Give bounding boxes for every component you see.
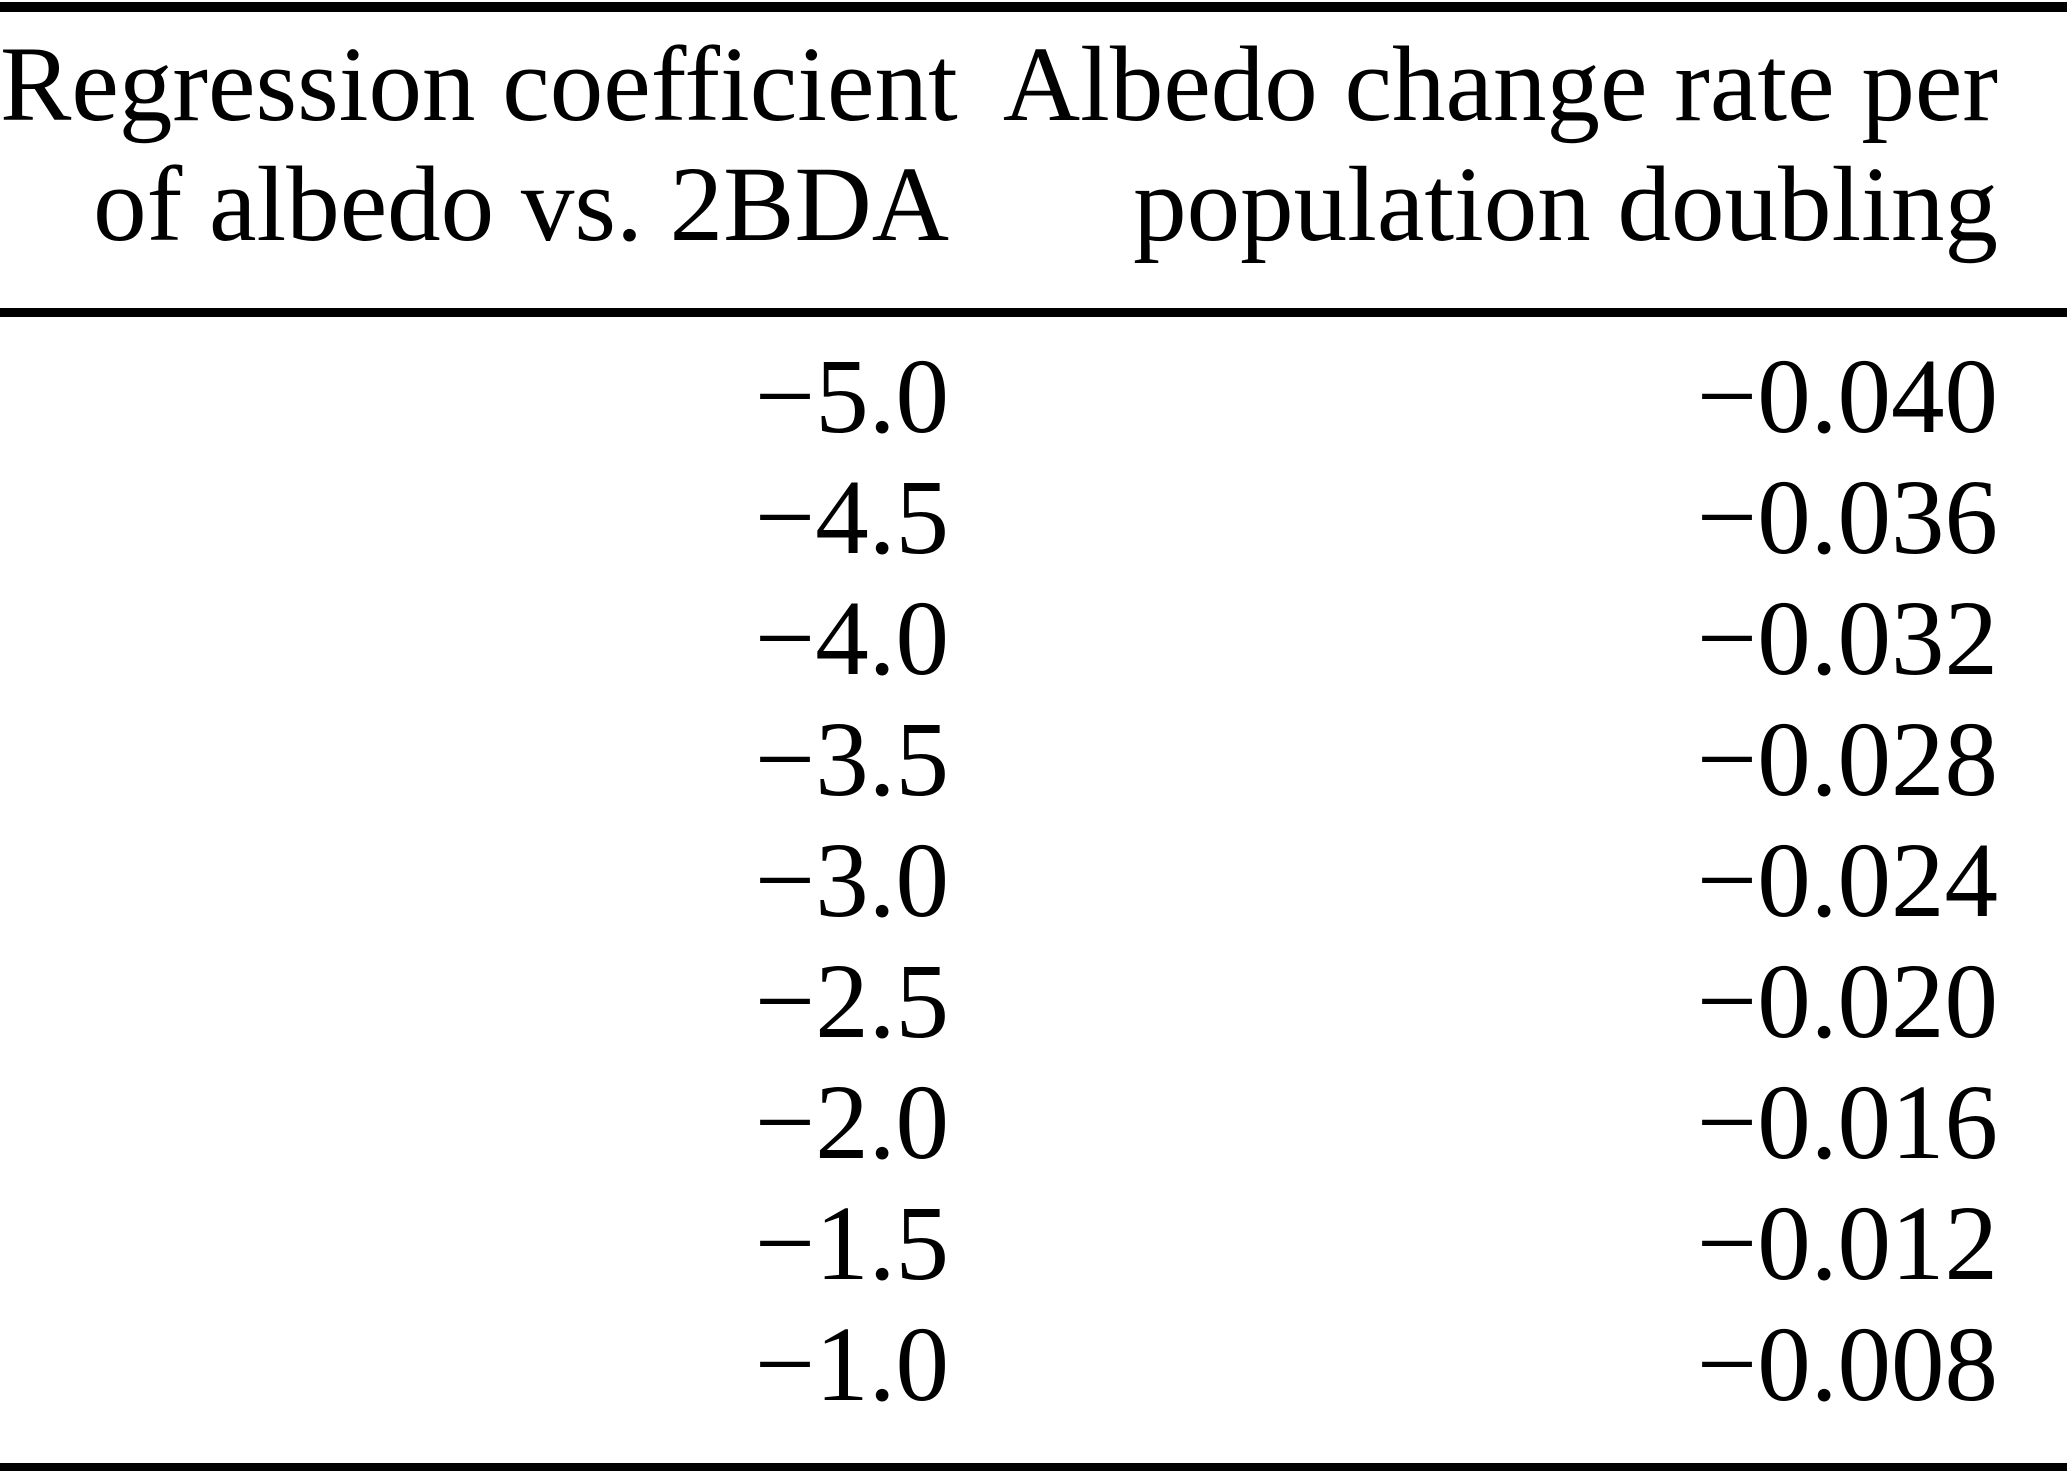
rate-cell: −0.020	[1696, 943, 1998, 1061]
coef-cell: −1.5	[754, 1185, 949, 1303]
rate-cell: −0.012	[1696, 1185, 1998, 1303]
table-row: −3.0 −0.024	[0, 821, 2067, 942]
rate-cell: −0.040	[1696, 338, 1998, 456]
rate-cell: −0.008	[1696, 1306, 1998, 1424]
bottom-rule	[0, 1463, 2067, 1471]
table-body: −5.0 −0.040 −4.5 −0.036 −4.0 −0.032 −3.5 −0.028…	[0, 317, 2067, 1463]
rate-cell: −0.032	[1696, 580, 1998, 698]
coef-cell: −5.0	[754, 338, 949, 456]
table-row: −2.0 −0.016	[0, 1063, 2067, 1184]
header-col2-line2: population doubling	[1133, 146, 1998, 264]
rate-cell: −0.016	[1696, 1064, 1998, 1182]
rate-cell: −0.024	[1696, 822, 1998, 940]
coef-cell: −2.0	[754, 1064, 949, 1182]
table-row: −4.5 −0.036	[0, 458, 2067, 579]
table-row: −1.5 −0.012	[0, 1184, 2067, 1305]
coef-cell: −3.0	[754, 822, 949, 940]
header-divider-rule	[0, 308, 2067, 317]
header-row: Regression coefficient of albedo vs. 2BD…	[0, 25, 2067, 265]
table-row: −3.5 −0.028	[0, 700, 2067, 821]
header-col2-line1: Albedo change rate per	[1002, 26, 1998, 144]
coef-cell: −2.5	[754, 943, 949, 1061]
rate-cell: −0.036	[1696, 459, 1998, 577]
header-col1-line1: Regression coefficient	[0, 26, 958, 144]
table-header: Regression coefficient of albedo vs. 2BD…	[0, 12, 2067, 308]
top-rule	[0, 2, 2067, 12]
coef-cell: −4.0	[754, 580, 949, 698]
coef-cell: −4.5	[754, 459, 949, 577]
rate-cell: −0.028	[1696, 701, 1998, 819]
coef-cell: −3.5	[754, 701, 949, 819]
table-row: −1.0 −0.008	[0, 1305, 2067, 1426]
table-row: −5.0 −0.040	[0, 337, 2067, 458]
table-row: −4.0 −0.032	[0, 579, 2067, 700]
coef-cell: −1.0	[754, 1306, 949, 1424]
header-col1-line2: of albedo vs. 2BDA	[93, 146, 949, 264]
header-col2: Albedo change rate per population doubli…	[949, 25, 1998, 265]
table-row: −2.5 −0.020	[0, 942, 2067, 1063]
header-col1: Regression coefficient of albedo vs. 2BD…	[0, 25, 958, 265]
